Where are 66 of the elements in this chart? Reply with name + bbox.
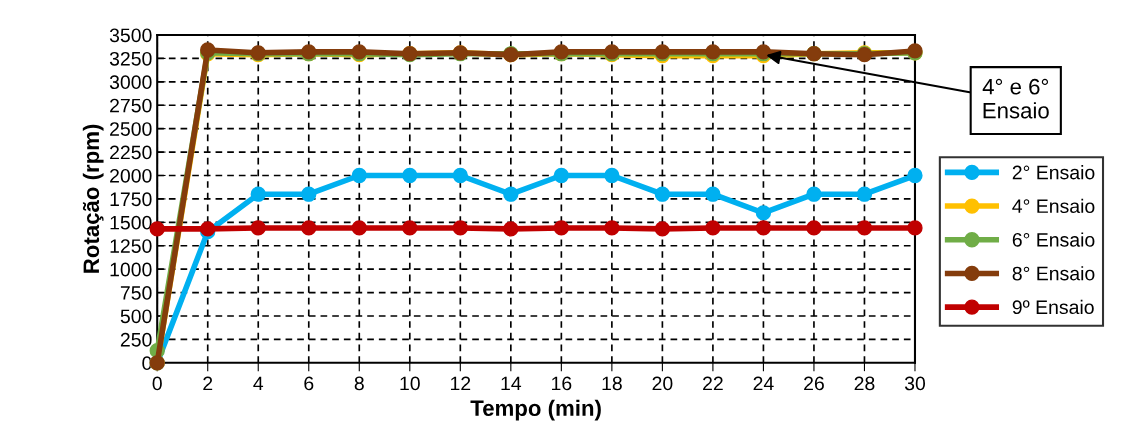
legend-label: 8° Ensaio (1012, 266, 1095, 281)
point (755, 205, 772, 221)
x-tick-label: 4 (253, 376, 264, 391)
annotation: 4° e 6° Ensaio (982, 78, 1049, 119)
x-tick-label: 18 (602, 376, 622, 391)
x-tick-label: 28 (854, 376, 875, 391)
point (856, 220, 873, 236)
y-tick-label: 1500 (110, 215, 152, 230)
point (806, 220, 822, 236)
x-tick-label: 24 (753, 376, 774, 391)
x-tick-label: 22 (703, 376, 723, 391)
point (301, 220, 317, 236)
point (452, 220, 468, 236)
y-tick-label: 750 (120, 286, 152, 300)
point (604, 167, 620, 184)
x-tick-label: 20 (652, 376, 673, 391)
y-tick-label: 3250 (109, 51, 152, 66)
point (301, 186, 317, 202)
x-tick-label: 2 (203, 376, 213, 391)
point (806, 186, 822, 202)
x-tick-label: 10 (400, 376, 420, 391)
y-tick-label: 1750 (110, 192, 152, 207)
y-axis-title: Rotação (rpm) (82, 124, 104, 273)
point (250, 220, 266, 236)
x-tick-label: 14 (501, 376, 522, 391)
y-tick-label: 1000 (110, 262, 152, 277)
point (553, 167, 569, 184)
x-tick-label: 6 (304, 376, 314, 391)
point (705, 220, 721, 236)
x-tick-label: 8 (354, 376, 364, 391)
y-tick-label: 2500 (110, 122, 152, 136)
point (907, 220, 923, 236)
y-tick-label: 1250 (110, 239, 152, 253)
x-tick-label: 16 (552, 376, 572, 391)
point (402, 220, 418, 236)
legend-label: 2° Ensaio (1012, 165, 1095, 180)
point (604, 220, 620, 236)
y-tick-label: 3000 (109, 75, 152, 90)
point (755, 220, 772, 236)
legend-label: 6° Ensaio (1012, 232, 1095, 247)
y-tick-label: 2250 (110, 145, 152, 160)
legend-label: 4° Ensaio (1012, 198, 1095, 214)
y-tick-label: 250 (120, 332, 152, 347)
point (856, 186, 873, 202)
y-tick-label: 500 (120, 309, 152, 324)
point (503, 221, 519, 237)
x-tick-label: 26 (804, 376, 824, 391)
point (452, 167, 468, 184)
point (351, 167, 367, 184)
x-tick-label: 30 (904, 376, 926, 391)
x-tick-label: 12 (450, 376, 471, 391)
point (705, 186, 721, 202)
point (907, 167, 923, 184)
point (654, 221, 671, 237)
x-axis-title: Tempo (min) (470, 399, 601, 421)
point (351, 220, 367, 236)
point (654, 186, 671, 202)
point (553, 220, 569, 236)
y-tick-label: 3500 (109, 28, 152, 43)
y-tick-label: 2750 (110, 98, 152, 113)
y-tick-label: 2000 (110, 168, 152, 183)
point (250, 186, 266, 202)
legend-label: 9º Ensaio (1012, 299, 1094, 315)
point (402, 167, 418, 184)
point (503, 186, 519, 202)
x-tick-label: 0 (152, 376, 162, 391)
